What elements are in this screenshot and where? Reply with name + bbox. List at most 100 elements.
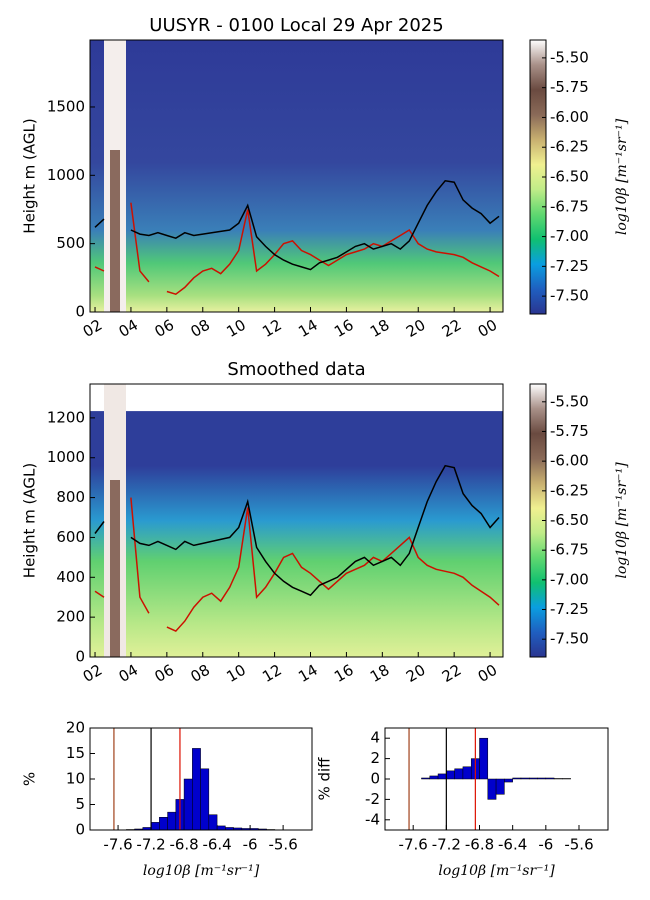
- y-tick-label: 2: [370, 749, 380, 767]
- x-tick-label: -5.6: [268, 836, 297, 854]
- y-tick-label: 1000: [47, 166, 85, 184]
- colorbar-tick-label: -5.75: [550, 78, 589, 96]
- profile-line: [94, 202, 500, 296]
- bar: [192, 748, 201, 831]
- y-tick-label: 0: [75, 821, 85, 839]
- x-axis-label: log10β [m⁻¹sr⁻¹]: [438, 863, 555, 879]
- x-tick-label: -6.8: [465, 836, 494, 854]
- x-tick-label: 12: [259, 316, 285, 341]
- x-tick-label: 18: [367, 316, 393, 341]
- plot-frame: [384, 727, 609, 831]
- y-tick-label: 500: [56, 234, 85, 252]
- x-tick-label: 10: [223, 316, 249, 341]
- x-tick-label: 16: [331, 661, 357, 686]
- bar: [504, 778, 513, 783]
- y-tick-label: 10: [66, 770, 85, 788]
- colorbar-label: log10β [m⁻¹sr⁻¹]: [614, 462, 630, 579]
- y-tick-label: 4: [370, 729, 380, 747]
- colorbar-tick-label: -7.00: [550, 227, 589, 245]
- colorbar-tick-label: -5.50: [550, 48, 589, 66]
- colorbar-tick-label: -7.00: [550, 570, 589, 588]
- profile-line: [94, 464, 500, 597]
- x-tick-label: 22: [439, 661, 465, 686]
- bar: [421, 777, 431, 780]
- bar: [200, 768, 210, 831]
- smoothed-field: [90, 384, 503, 657]
- x-axis-label: log10β [m⁻¹sr⁻¹]: [143, 863, 260, 879]
- x-tick-label: -7.6: [103, 836, 132, 854]
- colorbar-tick-label: -6.50: [550, 511, 589, 529]
- profile-line: [94, 179, 500, 271]
- x-tick-label: -6: [538, 836, 553, 854]
- x-tick-label: 20: [403, 661, 429, 686]
- colorbar-tick-label: -6.50: [550, 168, 589, 186]
- plot-frame: [89, 39, 504, 313]
- precipitation-core: [110, 480, 120, 657]
- bar: [159, 817, 168, 831]
- y-tick-label: 15: [66, 744, 85, 762]
- y-tick-label: 600: [56, 528, 85, 546]
- x-tick-label: -6: [243, 836, 258, 854]
- bar: [479, 737, 489, 780]
- colorbar-tick-label: -6.25: [550, 138, 589, 156]
- colorbar-tick-label: -6.75: [550, 541, 589, 559]
- x-tick-label: 04: [116, 316, 142, 341]
- bar: [545, 777, 555, 780]
- colorbar-tick-label: -7.25: [550, 600, 589, 618]
- plot-frame: [89, 727, 313, 831]
- x-tick-label: 08: [187, 661, 213, 686]
- bar: [216, 825, 226, 831]
- y-tick-label: 1200: [47, 408, 85, 426]
- y-tick-label: 0: [75, 648, 85, 666]
- bar: [454, 768, 464, 780]
- colorbar-tick-label: -5.50: [550, 392, 589, 410]
- bar: [462, 766, 472, 780]
- x-tick-label: 08: [187, 316, 213, 341]
- x-tick-label: -7.2: [136, 836, 165, 854]
- bar: [183, 778, 193, 831]
- chart-title: Smoothed data: [227, 359, 365, 380]
- y-tick-label: 0: [75, 303, 85, 321]
- bar: [528, 777, 538, 780]
- x-tick-label: 14: [295, 316, 321, 341]
- x-tick-label: 22: [439, 316, 465, 341]
- y-tick-label: 20: [66, 719, 85, 737]
- y-tick-label: 400: [56, 568, 85, 586]
- x-tick-label: 00: [475, 661, 501, 686]
- colorbar-tick-label: -6.75: [550, 197, 589, 215]
- colorbar-tick-label: -7.25: [550, 257, 589, 275]
- y-tick-label: 1000: [47, 448, 85, 466]
- x-tick-label: -7.2: [432, 836, 461, 854]
- bar: [487, 778, 497, 800]
- colorbar-tick-label: -6.00: [550, 452, 589, 470]
- y-axis-label: Height m (AGL): [21, 118, 39, 233]
- bar: [429, 775, 439, 780]
- y-axis-label: Height m (AGL): [21, 463, 39, 578]
- x-tick-label: -6.4: [498, 836, 527, 854]
- bar: [512, 777, 522, 780]
- y-axis-label: %: [21, 772, 39, 786]
- bar: [150, 822, 160, 831]
- x-tick-label: 12: [259, 661, 285, 686]
- x-tick-label: 10: [223, 661, 249, 686]
- y-tick-label: 5: [75, 795, 85, 813]
- precipitation-core: [110, 150, 120, 312]
- bar: [167, 811, 177, 831]
- x-tick-label: -6.4: [202, 836, 231, 854]
- x-tick-label: 18: [367, 661, 393, 686]
- y-axis-label: % diff: [316, 757, 334, 801]
- plot-frame: [89, 383, 504, 658]
- y-tick-label: 0: [370, 770, 380, 788]
- profile-line: [94, 497, 500, 633]
- colorbar-tick-label: -7.50: [550, 287, 589, 305]
- bar: [446, 770, 455, 780]
- bar: [520, 777, 530, 780]
- bar: [562, 778, 571, 780]
- bar: [208, 814, 218, 831]
- colorbar-tick-label: -6.00: [550, 108, 589, 126]
- y-tick-label: -2: [365, 790, 380, 808]
- x-tick-label: 04: [116, 661, 142, 686]
- colorbar-tick-label: -7.50: [550, 630, 589, 648]
- bar: [537, 777, 547, 780]
